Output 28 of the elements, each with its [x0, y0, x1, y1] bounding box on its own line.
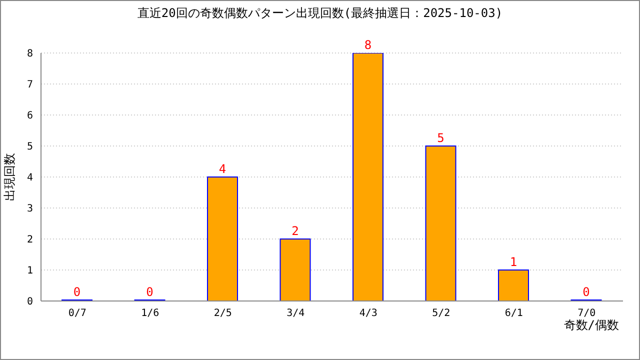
x-tick-label: 0/7	[68, 308, 86, 320]
data-label: 2	[292, 224, 299, 238]
data-label: 0	[73, 285, 81, 299]
y-tick-label: 2	[26, 234, 33, 246]
x-tick-label: 2/5	[214, 308, 232, 320]
data-label: 8	[364, 38, 372, 52]
y-tick-label: 0	[26, 296, 33, 308]
y-tick-label: 1	[26, 266, 33, 277]
x-tick-label: 1/6	[141, 308, 160, 320]
data-label: 5	[437, 131, 444, 145]
y-tick-label: 5	[26, 142, 33, 153]
x-tick-label: 7/0	[578, 308, 596, 320]
x-tick-label: 3/4	[286, 308, 305, 320]
y-tick-label: 7	[26, 80, 33, 91]
y-tick-label: 8	[26, 48, 33, 60]
x-tick-label: 4/3	[359, 308, 378, 320]
data-label: 0	[582, 285, 590, 299]
chart-title: 直近20回の奇数偶数パターン出現回数(最終抽選日：2025-10-03)	[136, 5, 504, 22]
x-tick-label: 5/2	[432, 308, 450, 320]
data-label: 4	[218, 162, 226, 176]
y-axis-title: 出現回数	[2, 153, 16, 201]
data-label: 0	[146, 285, 154, 299]
data-label: 1	[510, 255, 518, 269]
y-tick-label: 3	[26, 204, 33, 215]
y-tick-label: 6	[26, 110, 33, 122]
x-axis-title: 奇数/偶数	[564, 317, 619, 334]
x-tick-label: 6/1	[504, 308, 523, 320]
y-tick-label: 4	[26, 172, 33, 184]
